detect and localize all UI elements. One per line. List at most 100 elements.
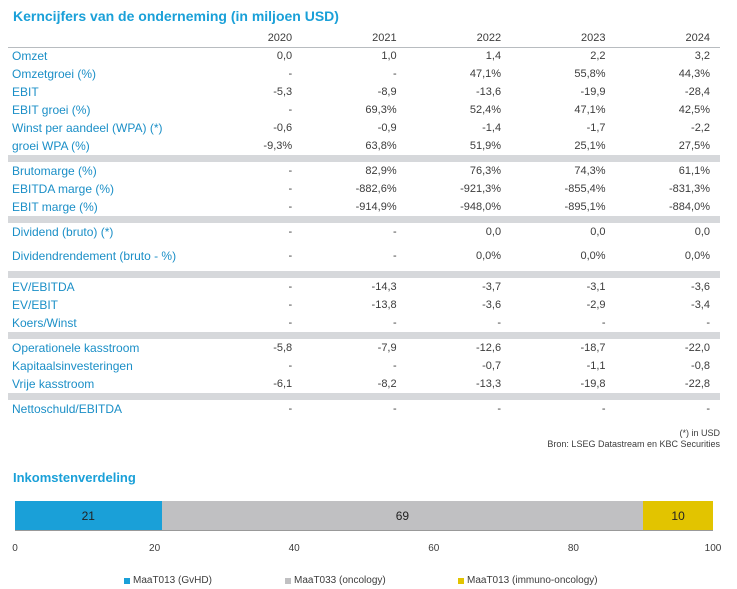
row-label: Dividend (bruto) (*)	[12, 224, 114, 239]
cell-value: -	[288, 360, 293, 372]
cell-value: -	[497, 317, 502, 329]
cell-value: -	[706, 317, 710, 329]
row-label: Omzetgroei (%)	[12, 66, 97, 81]
group-separator	[8, 216, 720, 223]
legend-item: MaaT013 (immuno-oncology)	[458, 575, 598, 586]
cell-value: -	[288, 104, 293, 116]
cell-value: 63,8%	[365, 140, 397, 152]
cell-value: -9,3%	[263, 140, 293, 152]
row-label: Vrije kasstroom	[12, 376, 95, 391]
cell-value: -0,9	[377, 122, 397, 134]
separator-band	[8, 393, 720, 400]
cell-value: -13,3	[476, 378, 502, 390]
cell-value: 61,1%	[678, 165, 710, 177]
legend-label: MaaT013 (immuno-oncology)	[467, 575, 598, 586]
table-row: EBIT -5,3 -8,9 -13,6 -19,9 -28,4	[8, 83, 720, 101]
separator-band	[8, 271, 720, 278]
cell-value: -948,0%	[460, 201, 502, 213]
table-row: EBITDA marge (%) - -882,6% -921,3% -855,4% -8…	[8, 180, 720, 198]
x-tick-label: 100	[704, 543, 722, 554]
cell-value: 1,4	[485, 50, 502, 62]
cell-value: -2,9	[586, 299, 606, 311]
page-title: Kerncijfers van de onderneming (in miljo…	[13, 8, 339, 24]
cell-value: 44,3%	[678, 68, 710, 80]
table-row: Kapitaalsinvesteringen - - -0,7 -1,1 -0,8	[8, 357, 720, 375]
cell-value: 0,0	[276, 50, 293, 62]
cell-value: -19,8	[580, 378, 606, 390]
row-label: Nettoschuld/EBITDA	[12, 401, 123, 416]
cell-value: -3,6	[691, 281, 710, 293]
row-label: EBITDA marge (%)	[12, 181, 115, 196]
table-row: EV/EBIT - -13,8 -3,6 -2,9 -3,4	[8, 296, 720, 314]
cell-value: -	[288, 183, 293, 195]
cell-value: -18,7	[580, 342, 606, 354]
cell-value: 55,8%	[574, 68, 606, 80]
cell-value: -895,1%	[564, 201, 606, 213]
year-header: 2021	[372, 32, 397, 44]
cell-value: 52,4%	[469, 104, 502, 116]
cell-value: 82,9%	[365, 165, 397, 177]
legend-swatch	[285, 577, 291, 584]
cell-value: -3,1	[586, 281, 606, 293]
group-separator	[8, 271, 720, 278]
key-figures-table: 2020 2021 2022 2023 2024 Omzet 0,0 1,0 1,4 2…	[8, 29, 720, 418]
cell-value: -8,9	[377, 86, 397, 98]
cell-value: -1,4	[482, 122, 502, 134]
cell-value: -22,0	[684, 342, 710, 354]
cell-value: -3,7	[482, 281, 502, 293]
legend-item: MaaT033 (oncology)	[285, 575, 386, 586]
table-row: Nettoschuld/EBITDA - - - - -	[8, 400, 720, 418]
x-tick-label: 80	[567, 543, 579, 554]
cell-value: -3,6	[482, 299, 502, 311]
cell-value: 42,5%	[678, 104, 710, 116]
cell-value: -882,6%	[355, 183, 397, 195]
cell-value: -0,8	[691, 360, 710, 372]
cell-value: -	[288, 165, 293, 177]
group-separator	[8, 393, 720, 400]
separator-band	[8, 216, 720, 223]
x-tick-label: 60	[428, 543, 440, 554]
cell-value: 51,9%	[469, 140, 502, 152]
cell-value: -5,8	[273, 342, 293, 354]
separator-band	[8, 155, 720, 162]
cell-value: -	[601, 403, 606, 415]
legend-swatch	[458, 577, 464, 584]
table-row: Dividendrendement (bruto - %) - - 0,0% 0,0% 0…	[8, 241, 720, 271]
cell-value: -	[392, 317, 397, 329]
cell-value: -12,6	[476, 342, 502, 354]
table-header-row: 2020 2021 2022 2023 2024	[8, 29, 720, 47]
row-label: EV/EBIT	[12, 297, 59, 312]
bar-value-label: 10	[671, 508, 685, 523]
table-notes: (*) in USD Bron: LSEG Datastream en KBC …	[547, 428, 720, 450]
cell-value: -22,8	[684, 378, 710, 390]
table-row: Omzet 0,0 1,0 1,4 2,2 3,2	[8, 47, 720, 65]
table-row: EBIT marge (%) - -914,9% -948,0% -895,1% -884…	[8, 198, 720, 216]
row-label: Winst per aandeel (WPA) (*)	[12, 120, 163, 135]
cell-value: 25,1%	[574, 140, 606, 152]
row-label: EBIT marge (%)	[12, 199, 98, 214]
group-separator	[8, 155, 720, 162]
cell-value: -	[392, 250, 397, 262]
cell-value: -	[288, 226, 293, 238]
source-note: Bron: LSEG Datastream en KBC Securities	[547, 439, 720, 449]
row-label: EBIT groei (%)	[12, 102, 91, 117]
cell-value: -921,3%	[460, 183, 502, 195]
cell-value: -	[288, 299, 293, 311]
row-label: groei WPA (%)	[12, 138, 90, 153]
cell-value: -	[601, 317, 606, 329]
legend-label: MaaT033 (oncology)	[294, 575, 386, 586]
cell-value: -14,3	[371, 281, 397, 293]
cell-value: -	[392, 226, 397, 238]
row-label: EBIT	[12, 84, 39, 99]
bar-segment: 21	[15, 501, 162, 530]
row-label: Brutomarge (%)	[12, 163, 97, 178]
cell-value: -	[288, 281, 293, 293]
table-row: EBIT groei (%) - 69,3% 52,4% 47,1% 42,5%	[8, 101, 720, 119]
revenue-section-title: Inkomstenverdeling	[13, 470, 136, 485]
cell-value: 3,2	[694, 50, 710, 62]
cell-value: -	[288, 317, 293, 329]
table-row: Omzetgroei (%) - - 47,1% 55,8% 44,3%	[8, 65, 720, 83]
cell-value: 0,0%	[684, 250, 710, 262]
cell-value: -	[706, 403, 710, 415]
cell-value: -	[392, 360, 397, 372]
